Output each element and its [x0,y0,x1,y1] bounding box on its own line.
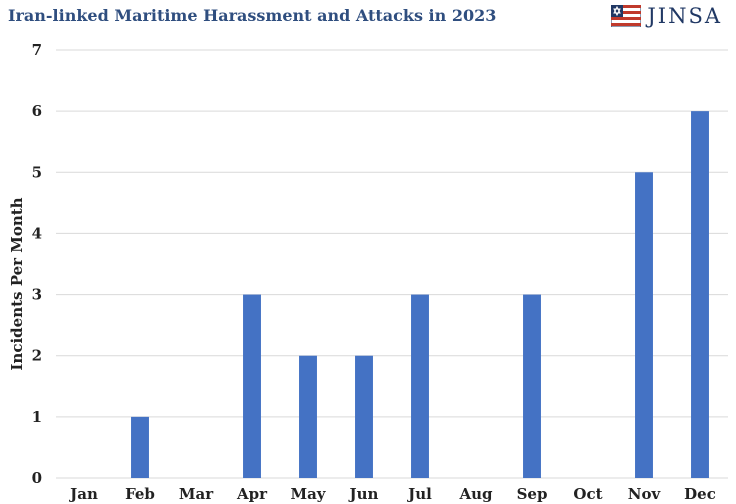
x-tick-label: Jul [406,485,432,503]
x-tick-label: Jan [68,485,98,503]
bar-sep [523,294,541,478]
bar-apr [243,294,261,478]
y-tick-label: 4 [32,224,42,242]
y-tick-label: 1 [32,408,42,426]
x-tick-label: Apr [236,485,268,503]
bars [131,111,709,479]
y-axis-label: Incidents Per Month [8,197,26,370]
bar-nov [635,172,653,479]
y-tick-label: 0 [32,469,42,487]
jinsa-logo: JINSA [611,4,722,28]
x-axis-ticks: Jan Feb Mar Apr May Jun Jul Aug Sep Oct Nov Dec [68,485,716,503]
flag-icon [611,5,642,27]
y-tick-label: 7 [32,41,42,59]
logo-text: JINSA [647,4,722,28]
chart-title: Iran-linked Maritime Harassment and Atta… [8,6,497,25]
y-axis-ticks: 0 1 2 3 4 5 6 7 [32,41,42,487]
bar-jul [411,294,429,478]
y-tick-label: 3 [32,286,42,304]
gridlines [56,49,728,479]
y-tick-label: 6 [32,102,42,120]
x-tick-label: Oct [573,485,602,503]
x-tick-label: Sep [517,485,548,503]
bar-may [299,355,317,478]
x-tick-label: Jun [348,485,379,503]
x-tick-label: Mar [179,485,214,503]
bar-feb [131,416,149,478]
x-tick-label: Nov [628,485,662,503]
x-tick-label: Feb [125,485,155,503]
x-tick-label: May [290,485,326,503]
x-tick-label: Dec [684,485,716,503]
bar-jun [355,355,373,478]
y-tick-label: 5 [32,163,42,181]
y-tick-label: 2 [32,347,42,365]
x-tick-label: Aug [458,485,493,503]
bar-dec [691,111,709,479]
